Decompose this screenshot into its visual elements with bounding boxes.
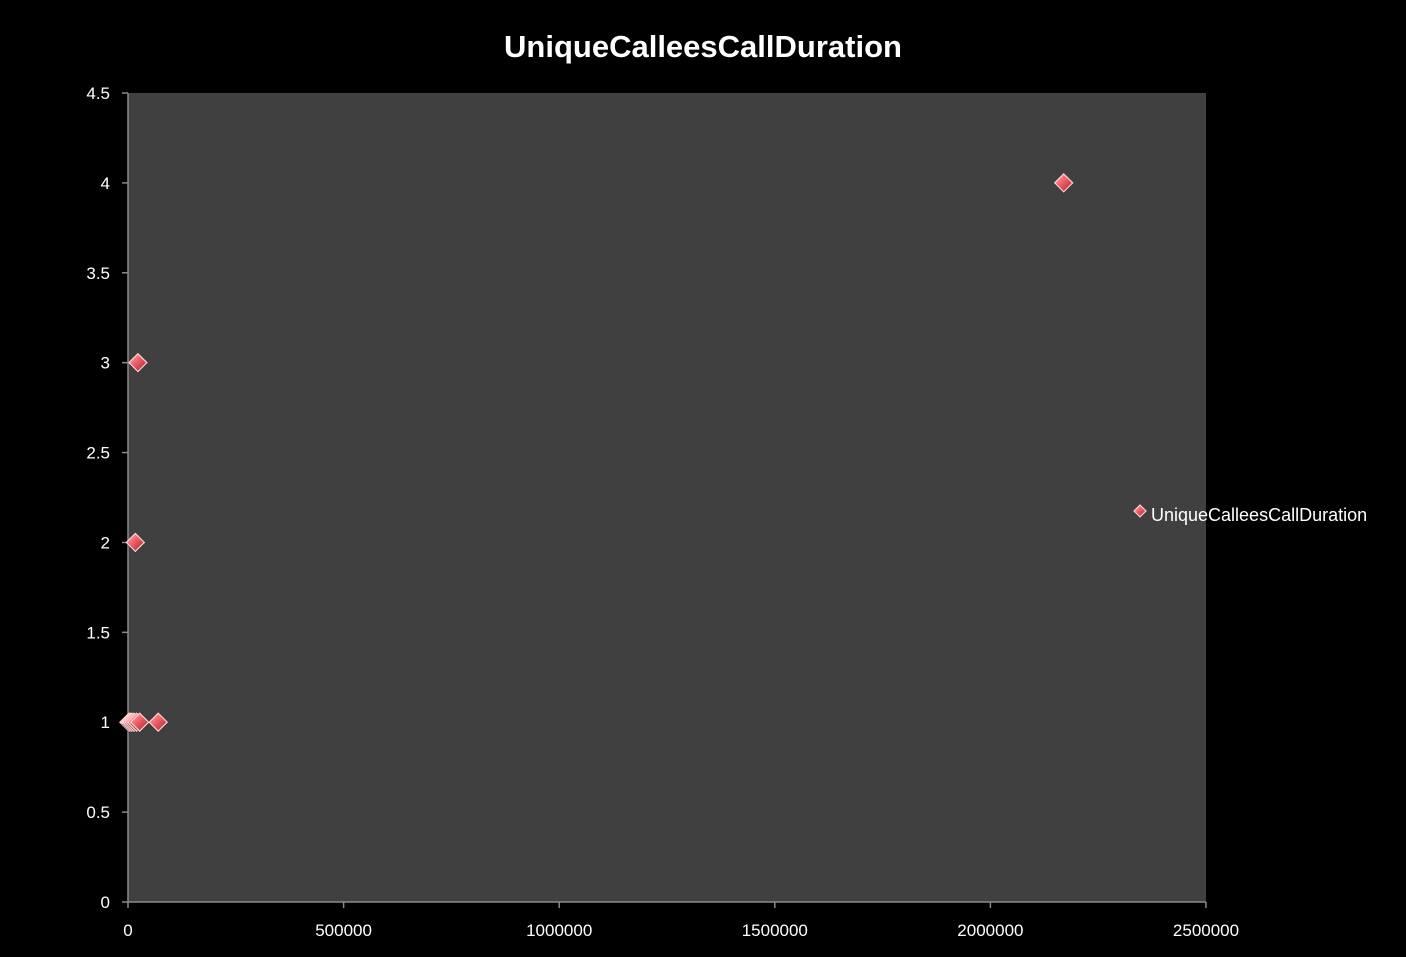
data-point [125,532,146,553]
y-tick-label: 1.5 [86,623,110,642]
data-points [119,173,1074,733]
x-tick-label: 2000000 [957,921,1023,940]
legend-label: UniqueCalleesCallDuration [1151,505,1367,525]
x-tick-label: 1000000 [526,921,592,940]
chart-title: UniqueCalleesCallDuration [504,29,902,64]
y-tick-label: 4 [101,174,110,193]
data-point [1053,173,1074,194]
legend: UniqueCalleesCallDuration [1133,504,1367,525]
data-point [129,712,150,733]
data-point [128,352,148,374]
y-tick-label: 2 [101,533,110,552]
legend-marker [1133,504,1147,519]
y-tick-label: 2.5 [86,444,110,463]
x-axis-ticks: 0 500000 1000000 1500000 2000000 2500000 [123,902,1239,940]
y-tick-label: 1 [101,713,110,732]
x-tick-label: 2500000 [1173,921,1239,940]
y-tick-label: 0 [101,893,110,912]
y-tick-label: 0.5 [86,803,110,822]
y-tick-label: 3.5 [86,264,110,283]
data-point [148,712,169,733]
x-tick-label: 0 [123,921,132,940]
legend-marker-icon [1133,504,1147,519]
x-tick-label: 500000 [315,921,372,940]
x-tick-label: 1500000 [742,921,808,940]
y-axis-ticks: 0 0.5 1 1.5 2 2.5 3 3.5 4 4.5 [86,84,128,912]
axes [127,93,1206,903]
plot-area [128,93,1206,902]
y-tick-label: 3 [101,354,110,373]
y-tick-label: 4.5 [86,84,110,103]
